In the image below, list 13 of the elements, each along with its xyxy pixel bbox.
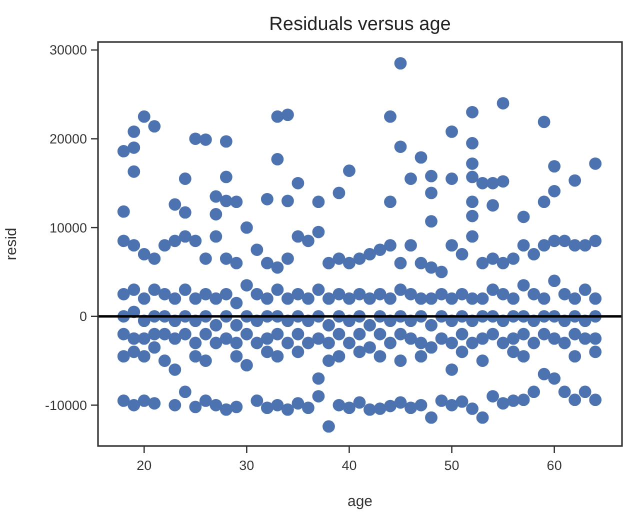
y-tick-label: 30000: [49, 42, 87, 58]
x-axis-title: age: [347, 493, 373, 510]
x-tick-label: 50: [444, 458, 460, 473]
y-tick-label: -10000: [44, 398, 87, 413]
y-tick-label: 20000: [49, 132, 87, 147]
chart-title: Residuals versus age: [269, 14, 451, 35]
y-tick-label: 10000: [49, 220, 87, 236]
x-tick-label: 60: [546, 458, 562, 473]
x-tick-label: 20: [136, 458, 152, 473]
y-axis-title: resid: [3, 228, 20, 260]
x-tick-label: 40: [342, 458, 357, 473]
y-tick-label: 0: [79, 309, 87, 324]
x-tick-label: 30: [239, 458, 254, 473]
